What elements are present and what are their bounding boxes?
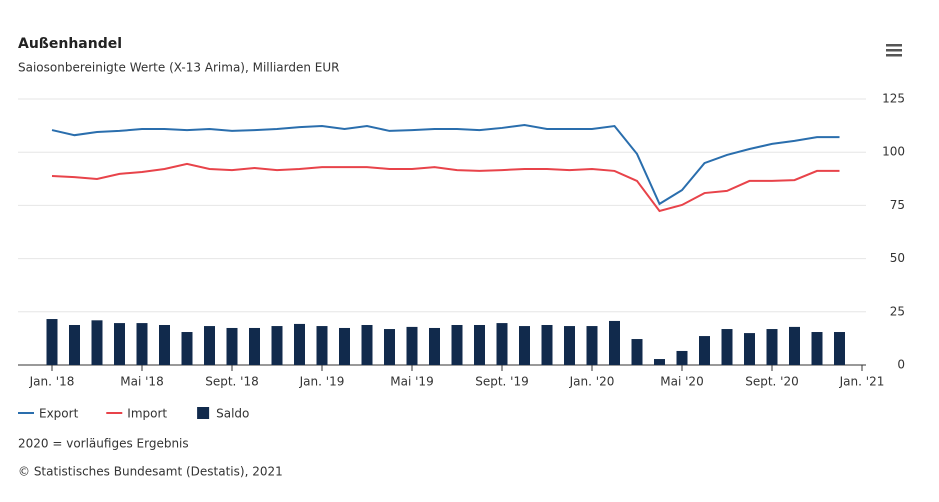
bar: [294, 323, 305, 365]
bar: [676, 350, 688, 365]
bar: [181, 332, 193, 365]
bar: [316, 326, 328, 365]
bar: [699, 336, 710, 365]
bar: [609, 320, 620, 365]
y-tick-label: 25: [890, 304, 905, 318]
x-tick-label: Mai '18: [120, 375, 163, 389]
x-tick-label: Jan. '20: [569, 375, 615, 389]
bar: [271, 326, 283, 365]
legend-swatch: [197, 407, 210, 419]
y-tick-label: 75: [890, 198, 905, 212]
bar: [159, 324, 170, 365]
x-tick-label: Sept. '19: [475, 375, 529, 389]
x-tick-label: Jan. '19: [299, 375, 345, 389]
bar: [541, 324, 553, 365]
bar: [586, 326, 598, 365]
bar: [811, 332, 823, 365]
bar: [69, 324, 80, 365]
y-tick-label: 125: [882, 92, 905, 106]
note: 2020 = vorläufiges Ergebnis: [18, 437, 189, 451]
bar: [361, 324, 373, 365]
bar: [631, 339, 643, 365]
bar: [496, 323, 508, 365]
chart-subtitle: Saiosonbereinigte Werte (X-13 Arima), Mi…: [18, 61, 340, 75]
menu-bar[interactable]: [886, 49, 902, 52]
bar: [721, 329, 733, 365]
line: [51, 123, 840, 206]
y-tick-label: 100: [882, 145, 905, 159]
bar: [384, 329, 395, 365]
line: [51, 162, 840, 213]
bar: [564, 326, 575, 365]
chart-title: Außenhandel: [18, 36, 122, 52]
y-tick-label: 0: [897, 358, 905, 372]
bar: [519, 326, 530, 365]
bar: [114, 323, 125, 365]
bar: [744, 333, 755, 365]
source: © Statistisches Bundesamt (Destatis), 20…: [18, 465, 283, 479]
bar: [249, 327, 260, 365]
bar: [654, 359, 665, 365]
bar: [91, 320, 103, 365]
bar: [429, 327, 440, 365]
bar: [46, 319, 58, 365]
x-tick-label: Jan. '21: [839, 375, 885, 389]
bar: [766, 329, 778, 365]
legend-label: Import: [127, 407, 167, 421]
bar: [204, 326, 215, 365]
bar: [474, 324, 485, 365]
legend-label: Export: [39, 407, 79, 421]
menu-bar[interactable]: [886, 44, 902, 47]
bar: [789, 326, 800, 365]
x-tick-label: Jan. '18: [29, 375, 75, 389]
bar: [339, 327, 350, 365]
bar: [136, 323, 148, 365]
x-tick-label: Mai '20: [660, 375, 703, 389]
bar: [451, 324, 463, 365]
menu-button[interactable]: [886, 44, 902, 57]
y-tick-label: 50: [890, 251, 905, 265]
menu-bar[interactable]: [886, 54, 902, 57]
x-tick-label: Sept. '18: [205, 375, 259, 389]
bar: [834, 332, 845, 365]
x-tick-label: Mai '19: [390, 375, 433, 389]
bar: [226, 327, 238, 365]
bar: [406, 326, 418, 365]
x-tick-label: Sept. '20: [745, 375, 799, 389]
legend-label: Saldo: [216, 407, 249, 421]
